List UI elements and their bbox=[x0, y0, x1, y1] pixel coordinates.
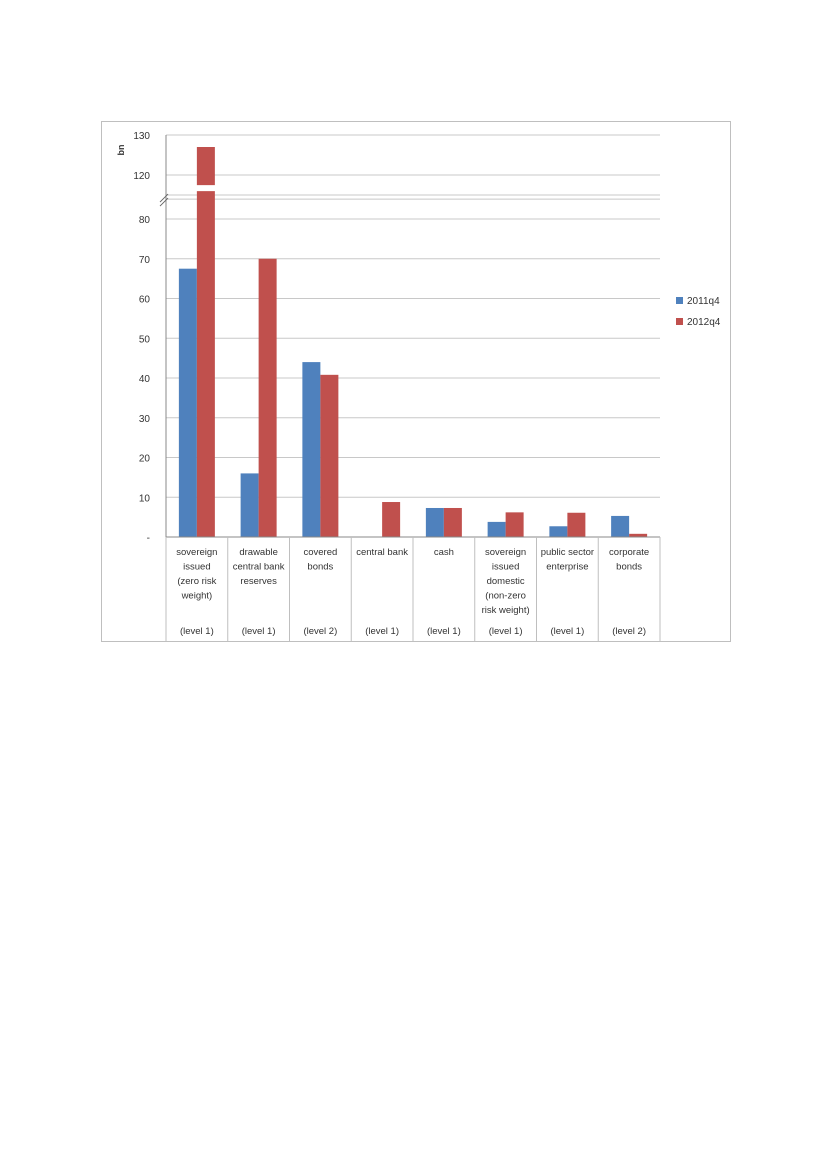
axis-break-mark bbox=[159, 193, 169, 207]
bar-2011q4 bbox=[425, 507, 444, 537]
bar-2012q4 bbox=[258, 258, 277, 537]
y-axis-label: bn bbox=[116, 145, 126, 156]
category-label: sovereign issued (zero risk weight) bbox=[176, 547, 217, 602]
category-level-label: (level 1) bbox=[489, 626, 523, 637]
y-tick-label: 120 bbox=[133, 171, 150, 182]
category-level-label: (level 2) bbox=[303, 626, 337, 637]
bar-2012q4 bbox=[505, 512, 524, 537]
bar-2012q4 bbox=[320, 374, 339, 537]
legend-swatch-2011q4 bbox=[676, 297, 683, 304]
bar-chart: - 10 20 30 40 50 60 70 80 120 130 bn sovereign issue… bbox=[116, 131, 721, 641]
category-level-label: (level 1) bbox=[180, 626, 214, 637]
chart-frame: - 10 20 30 40 50 60 70 80 120 130 bn sovereign issue… bbox=[101, 121, 731, 642]
y-tick-label: 10 bbox=[139, 493, 151, 504]
bar-2012q4-lower bbox=[196, 191, 215, 537]
bar-2011q4 bbox=[611, 515, 630, 537]
y-tick-label: - bbox=[147, 533, 150, 544]
bar-2012q4 bbox=[382, 502, 401, 537]
category-level-label: (level 1) bbox=[550, 626, 584, 637]
legend-label: 2011q4 bbox=[687, 296, 720, 307]
bar-2012q4 bbox=[443, 507, 462, 537]
y-tick-label: 20 bbox=[139, 454, 151, 465]
category-label: corporate bonds bbox=[609, 547, 649, 573]
y-tick-label: 40 bbox=[139, 374, 151, 385]
category-label: public sector enterprise bbox=[541, 547, 594, 573]
category-level-label: (level 2) bbox=[612, 626, 646, 637]
category-label: cash bbox=[434, 547, 454, 558]
y-tick-label: 60 bbox=[139, 295, 151, 306]
category-level-label: (level 1) bbox=[242, 626, 276, 637]
bar-2012q4 bbox=[567, 512, 586, 537]
category-level-label: (level 1) bbox=[427, 626, 461, 637]
legend-label: 2012q4 bbox=[687, 317, 721, 328]
bar-2011q4 bbox=[240, 473, 259, 537]
bars bbox=[178, 147, 648, 537]
y-tick-label: 130 bbox=[133, 131, 150, 142]
gridlines bbox=[166, 134, 660, 498]
category-level-label: (level 1) bbox=[365, 626, 399, 637]
bar-2011q4 bbox=[487, 521, 506, 537]
category-labels: sovereign issued (zero risk weight) (level 1… bbox=[176, 547, 649, 637]
legend: 2011q4 2012q4 bbox=[676, 296, 721, 328]
bar-2012q4-upper bbox=[196, 147, 215, 186]
category-label: central bank bbox=[356, 547, 408, 558]
category-label: sovereign issued domestic (non-zero risk wei… bbox=[482, 547, 530, 616]
y-tick-label: 70 bbox=[139, 255, 151, 266]
axes: - 10 20 30 40 50 60 70 80 120 130 bn bbox=[116, 131, 661, 641]
y-tick-label: 50 bbox=[139, 334, 151, 345]
legend-swatch-2012q4 bbox=[676, 318, 683, 325]
bar-2012q4 bbox=[629, 533, 648, 537]
y-tick-label: 80 bbox=[139, 215, 151, 226]
bar-2011q4 bbox=[549, 526, 568, 537]
category-label: covered bonds bbox=[303, 547, 337, 573]
bar-2011q4 bbox=[302, 362, 321, 537]
category-label: drawable central bank reserves bbox=[233, 547, 285, 587]
y-tick-label: 30 bbox=[139, 414, 151, 425]
bar-2011q4 bbox=[178, 268, 197, 537]
